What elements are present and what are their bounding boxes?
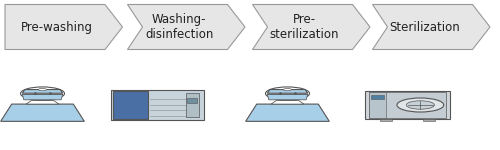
Polygon shape (22, 90, 62, 93)
Polygon shape (271, 100, 304, 104)
Bar (423, 119, 435, 121)
Polygon shape (252, 4, 370, 50)
Text: Pre-washing: Pre-washing (20, 21, 92, 33)
Bar (111, 90, 204, 120)
Circle shape (20, 87, 64, 100)
Polygon shape (22, 94, 62, 100)
Polygon shape (246, 104, 330, 121)
Polygon shape (128, 4, 245, 50)
Text: Washing-
disinfection: Washing- disinfection (145, 13, 214, 41)
Bar (369, 92, 386, 118)
Polygon shape (372, 4, 490, 50)
Bar (113, 91, 148, 119)
Bar (186, 93, 198, 117)
Bar (380, 119, 392, 121)
Polygon shape (0, 104, 84, 121)
Polygon shape (268, 94, 308, 100)
Text: Sterilization: Sterilization (389, 21, 460, 33)
Circle shape (397, 98, 444, 112)
Polygon shape (26, 100, 59, 104)
Polygon shape (268, 90, 308, 93)
Bar (187, 98, 198, 103)
Circle shape (266, 87, 310, 100)
Bar (370, 95, 384, 99)
Circle shape (406, 101, 434, 109)
Text: Pre-
sterilization: Pre- sterilization (270, 13, 339, 41)
Polygon shape (5, 4, 122, 50)
Bar (369, 92, 446, 118)
Circle shape (38, 88, 46, 91)
Circle shape (284, 88, 292, 91)
Bar (364, 91, 450, 119)
